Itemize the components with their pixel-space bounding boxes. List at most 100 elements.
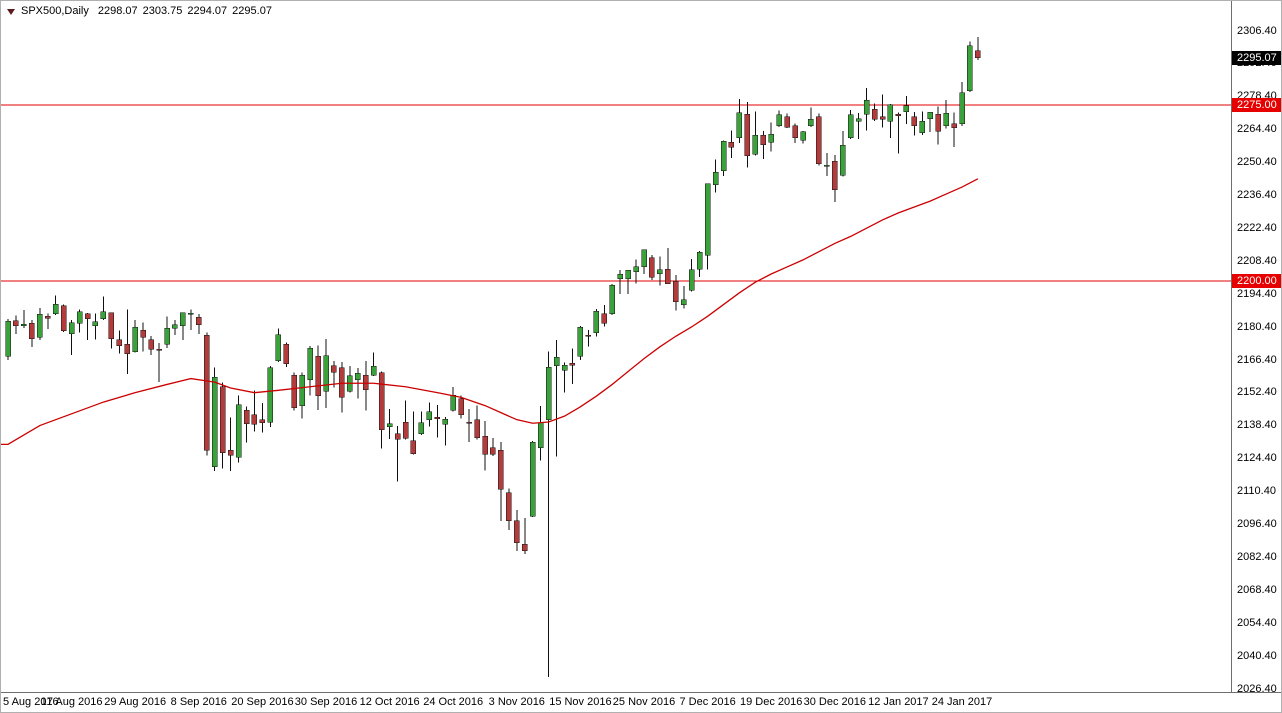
- axis-separator-vertical: [1231, 1, 1232, 692]
- candle: [760, 131, 766, 159]
- price-axis-label: 2054.40: [1237, 616, 1277, 629]
- hline-price-tag: 2200.00: [1232, 274, 1281, 289]
- time-axis-label: 24 Jan 2017: [931, 696, 993, 708]
- candle: [617, 269, 623, 294]
- ohlc-quote: SPX500,Daily 2298.07 2303.75 2294.07 229…: [7, 5, 277, 17]
- candle: [863, 88, 870, 131]
- candle: [37, 308, 43, 340]
- candle: [712, 159, 719, 193]
- time-axis-label: 29 Aug 2016: [104, 696, 167, 708]
- candle: [514, 509, 520, 551]
- candle: [641, 249, 647, 274]
- time-axis-label: 30 Sep 2016: [294, 696, 358, 708]
- candle: [561, 362, 568, 393]
- price-axis[interactable]: 2275.00 2200.00 2295.07 2306.402292.4022…: [1232, 1, 1281, 695]
- candlestick-chart[interactable]: [1, 1, 1232, 692]
- price-axis-label: 2068.40: [1237, 583, 1277, 596]
- time-axis-label: 17 Aug 2016: [40, 696, 103, 708]
- quote-high: 2303.75: [142, 5, 183, 17]
- price-axis-label: 2194.40: [1237, 287, 1277, 300]
- candle: [625, 269, 631, 294]
- candle: [29, 320, 35, 347]
- time-axis-label: 5 Aug 2016: [3, 696, 59, 708]
- candle: [92, 313, 99, 340]
- candle: [768, 122, 774, 152]
- candle: [386, 408, 393, 439]
- candle: [283, 342, 289, 368]
- candle: [704, 183, 711, 270]
- candle: [506, 488, 512, 531]
- price-axis-label: 2222.40: [1237, 221, 1277, 234]
- candle: [172, 319, 178, 336]
- candle: [720, 140, 727, 176]
- candle: [132, 319, 138, 353]
- candle: [895, 112, 902, 154]
- candle: [140, 322, 146, 352]
- candle: [784, 113, 790, 128]
- time-axis-label: 20 Sep 2016: [231, 696, 294, 708]
- candle: [116, 330, 123, 354]
- candle: [235, 395, 242, 463]
- candle: [100, 296, 107, 320]
- candle: [919, 111, 925, 136]
- time-axis-label: 12 Oct 2016: [359, 696, 420, 708]
- candle: [450, 386, 456, 412]
- price-axis-label: 2166.40: [1237, 353, 1277, 366]
- price-axis-label: 2082.40: [1237, 550, 1277, 563]
- candle: [903, 96, 910, 124]
- candle: [148, 336, 154, 356]
- price-axis-label: 2152.40: [1237, 386, 1277, 399]
- candle: [959, 82, 965, 126]
- candle: [84, 312, 91, 340]
- candle: [967, 41, 973, 92]
- candle: [243, 406, 250, 443]
- candle: [887, 104, 894, 139]
- candle: [180, 312, 186, 340]
- candle: [736, 98, 743, 143]
- candle: [156, 343, 162, 382]
- time-axis-label: 25 Nov 2016: [612, 696, 676, 708]
- candle: [275, 328, 282, 363]
- candle: [609, 284, 615, 316]
- candle: [569, 348, 576, 385]
- price-axis-label: 2096.40: [1237, 518, 1277, 530]
- candle: [68, 319, 75, 356]
- candle: [752, 111, 759, 156]
- candle: [442, 416, 448, 446]
- time-axis-label: 15 Nov 2016: [549, 696, 612, 708]
- candle: [52, 295, 59, 316]
- axis-separator-horizontal: [1, 692, 1281, 693]
- price-axis-label: 2138.40: [1237, 419, 1277, 432]
- candle: [410, 411, 417, 455]
- time-axis[interactable]: 5 Aug 2016 17 Aug 2016 29 Aug 2016 8 Sep 20…: [1, 694, 1281, 712]
- candle: [204, 332, 210, 456]
- candle: [943, 100, 949, 129]
- time-axis-label: 24 Oct 2016: [423, 696, 484, 708]
- candle: [840, 130, 846, 177]
- price-axis-label: 2180.40: [1237, 320, 1277, 333]
- candle: [688, 258, 695, 292]
- candle: [593, 309, 600, 337]
- candle: [776, 110, 782, 128]
- hline-price-tag: 2275.00: [1232, 97, 1281, 112]
- candle: [363, 361, 369, 411]
- candle: [227, 417, 234, 472]
- quote-close: 2295.07: [232, 5, 272, 17]
- candle: [219, 382, 226, 469]
- candle: [45, 313, 51, 330]
- candle: [879, 94, 886, 128]
- candle: [299, 372, 305, 419]
- candle: [196, 314, 202, 334]
- price-axis-label: 2236.40: [1237, 189, 1277, 201]
- candle: [577, 326, 584, 360]
- candle: [267, 366, 274, 428]
- price-axis-label: 2250.40: [1237, 156, 1277, 169]
- candle: [394, 426, 401, 482]
- candle: [537, 405, 544, 461]
- candle: [434, 405, 441, 438]
- candle: [60, 304, 67, 333]
- candle: [188, 309, 194, 331]
- candle: [927, 111, 933, 133]
- candle: [331, 360, 337, 388]
- price-axis-label: 2208.40: [1237, 254, 1277, 267]
